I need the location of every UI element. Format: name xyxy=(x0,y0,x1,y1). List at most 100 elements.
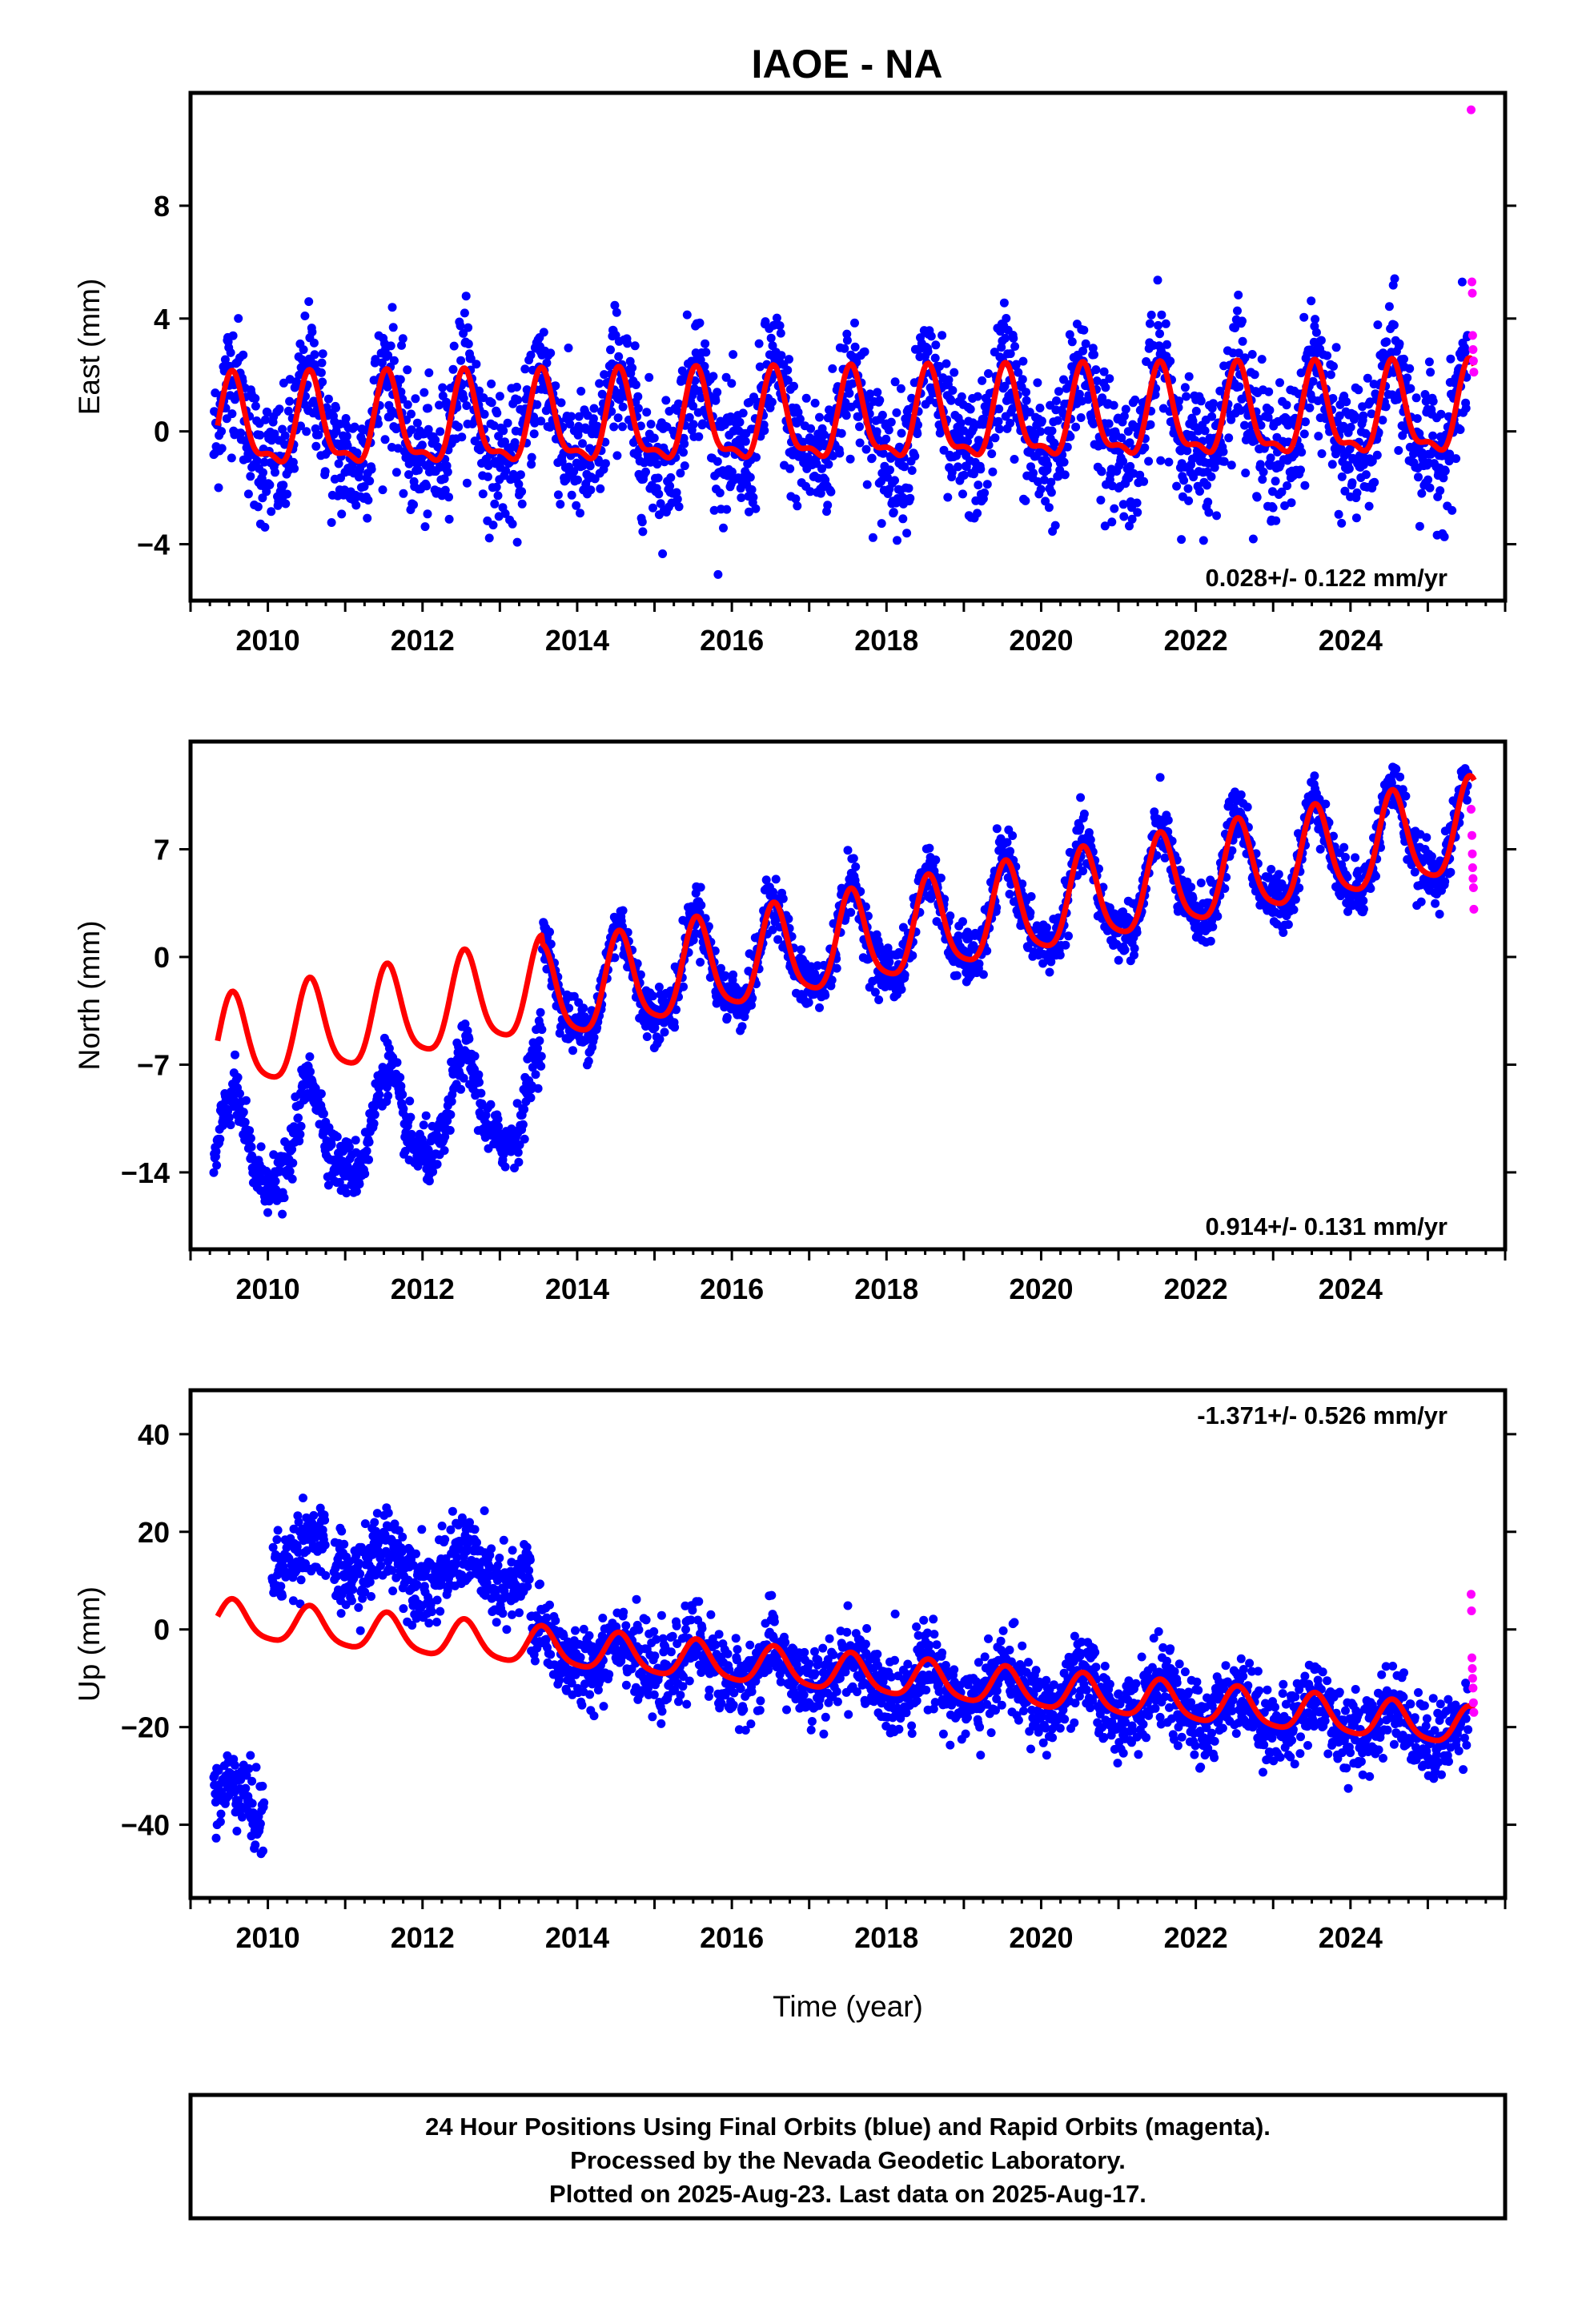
final-orbit-point xyxy=(954,462,962,472)
final-orbit-point xyxy=(1196,396,1206,406)
final-orbit-point xyxy=(1329,361,1338,371)
final-orbit-point xyxy=(1144,456,1154,466)
final-orbit-point xyxy=(1300,480,1310,490)
final-orbit-point xyxy=(767,397,777,407)
final-orbit-point xyxy=(1119,412,1129,421)
final-orbit-point xyxy=(1022,396,1031,405)
final-orbit-point xyxy=(1189,472,1199,482)
final-orbit-point xyxy=(696,883,705,892)
final-orbit-point xyxy=(1208,399,1218,408)
x-tick-label: 2014 xyxy=(545,624,609,657)
final-orbit-point xyxy=(432,1160,442,1169)
final-orbit-point xyxy=(320,467,330,476)
final-orbit-point xyxy=(305,1052,315,1061)
final-orbit-point xyxy=(1241,468,1251,478)
final-orbit-point xyxy=(456,356,466,365)
final-orbit-point xyxy=(449,341,459,351)
final-orbit-point xyxy=(1323,351,1332,360)
final-orbit-point xyxy=(676,468,685,478)
final-orbit-point xyxy=(674,502,684,512)
final-orbit-point xyxy=(715,489,725,497)
final-orbit-point xyxy=(318,377,327,387)
final-orbit-point xyxy=(1339,421,1348,431)
final-orbit-point xyxy=(1238,336,1247,346)
final-orbit-point xyxy=(670,1023,680,1032)
final-orbit-point xyxy=(1250,370,1259,380)
final-orbit-point xyxy=(377,358,387,368)
final-orbit-point xyxy=(460,308,469,318)
final-orbit-point xyxy=(546,348,556,358)
final-orbit-point xyxy=(1163,815,1173,825)
final-orbit-point xyxy=(1109,400,1118,410)
final-orbit-point xyxy=(448,364,458,374)
final-orbit-point xyxy=(1157,310,1166,320)
final-orbit-point xyxy=(1046,477,1056,487)
final-orbit-point xyxy=(881,434,891,444)
final-orbit-point xyxy=(1184,496,1194,505)
final-orbit-point xyxy=(1234,290,1243,300)
rapid-orbit-point xyxy=(1469,368,1479,377)
final-orbit-point xyxy=(318,349,327,359)
final-orbit-point xyxy=(633,404,643,413)
final-orbit-point xyxy=(1283,481,1292,490)
final-orbit-point xyxy=(283,489,292,499)
final-orbit-point xyxy=(810,398,820,408)
final-orbit-point xyxy=(726,412,736,421)
final-orbit-point xyxy=(648,503,657,513)
final-orbit-point xyxy=(751,504,761,513)
final-orbit-point xyxy=(527,460,536,469)
final-orbit-point xyxy=(994,424,1004,434)
final-orbit-point xyxy=(1006,349,1015,359)
final-orbit-point xyxy=(1126,461,1135,471)
final-orbit-point xyxy=(775,321,785,331)
final-orbit-point xyxy=(420,388,429,397)
final-orbit-point xyxy=(481,1111,491,1120)
final-orbit-point xyxy=(279,480,288,490)
final-orbit-point xyxy=(343,440,352,450)
final-orbit-point xyxy=(234,314,243,324)
final-orbit-point xyxy=(883,472,892,482)
final-orbit-point xyxy=(910,452,920,461)
x-tick-label: 2020 xyxy=(1009,624,1073,657)
final-orbit-point xyxy=(1011,360,1021,369)
final-orbit-point xyxy=(1347,478,1357,488)
final-orbit-point xyxy=(850,342,860,352)
final-orbit-point xyxy=(503,418,512,428)
final-orbit-point xyxy=(475,1078,484,1087)
final-orbit-point xyxy=(1456,425,1465,434)
final-orbit-point xyxy=(1367,456,1377,466)
final-orbit-point xyxy=(685,412,694,422)
final-orbit-point xyxy=(462,401,472,410)
final-orbit-point xyxy=(251,394,260,403)
final-orbit-point xyxy=(510,438,520,448)
final-orbit-point xyxy=(884,425,893,435)
final-orbit-point xyxy=(246,472,255,481)
final-orbit-point xyxy=(443,467,452,476)
final-orbit-point xyxy=(1344,464,1354,473)
final-orbit-point xyxy=(331,403,340,412)
final-orbit-point xyxy=(1361,470,1371,480)
final-orbit-point xyxy=(487,398,496,408)
final-orbit-point xyxy=(472,360,481,369)
final-orbit-point xyxy=(785,464,795,473)
final-orbit-point xyxy=(610,300,620,310)
rapid-orbit-point xyxy=(1467,105,1476,115)
final-orbit-point xyxy=(1078,866,1088,876)
final-orbit-point xyxy=(680,439,689,448)
final-orbit-point xyxy=(212,1160,222,1170)
final-orbit-point xyxy=(1327,460,1337,469)
final-orbit-point xyxy=(1354,385,1363,395)
final-orbit-point xyxy=(364,1155,373,1164)
final-orbit-point xyxy=(252,456,262,466)
final-orbit-point xyxy=(1351,412,1360,421)
final-orbit-point xyxy=(240,1117,250,1127)
final-orbit-point xyxy=(1370,477,1379,487)
final-orbit-point xyxy=(1107,517,1117,527)
final-orbit-point xyxy=(461,292,471,301)
final-orbit-point xyxy=(896,384,905,393)
final-orbit-point xyxy=(1146,420,1155,429)
final-orbit-point xyxy=(542,358,552,368)
final-orbit-point xyxy=(974,480,983,490)
x-tick-label: 2016 xyxy=(700,624,764,657)
final-orbit-point xyxy=(296,421,305,431)
